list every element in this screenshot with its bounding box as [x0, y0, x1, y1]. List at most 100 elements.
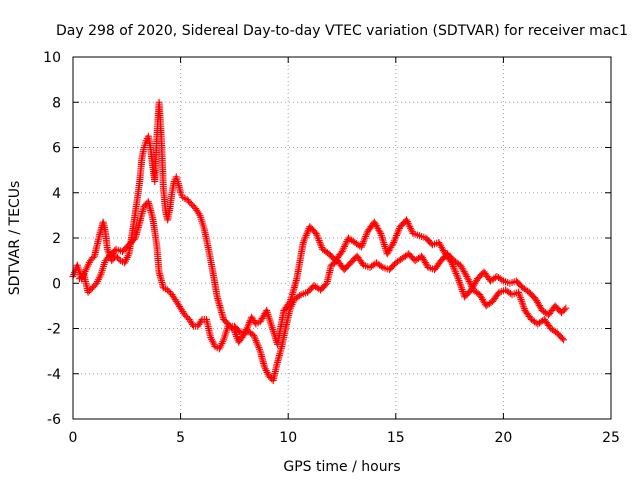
x-tick-label: 0 — [69, 430, 78, 446]
interpolated-point — [406, 223, 414, 231]
interpolated-point — [558, 334, 566, 342]
interpolated-point — [301, 235, 309, 243]
interpolated-point — [450, 264, 458, 272]
interpolated-point — [314, 235, 322, 243]
x-tick-label: 15 — [387, 430, 405, 446]
interpolated-point — [342, 239, 350, 247]
interpolated-point — [255, 344, 263, 352]
x-tick-label: 5 — [176, 430, 185, 446]
interpolated-point — [362, 232, 370, 240]
tick-labels: 0 5 10 15 20 25 -6 -4 -2 0 2 4 6 8 10 — [43, 50, 620, 446]
interpolated-point — [468, 283, 476, 291]
interpolated-point — [195, 210, 203, 218]
interpolated-point — [467, 281, 475, 289]
x-axis-label: GPS time / hours — [283, 459, 400, 475]
data-point — [299, 239, 307, 247]
interpolated-point — [316, 240, 324, 248]
interpolated-point — [389, 240, 397, 248]
interpolated-point — [393, 230, 401, 238]
interpolated-point — [395, 226, 403, 234]
interpolated-point — [391, 235, 399, 243]
interpolated-point — [313, 231, 321, 239]
data-point — [403, 216, 411, 224]
grid-lines — [73, 57, 611, 419]
interpolated-point — [449, 262, 457, 270]
interpolated-point — [407, 224, 415, 232]
interpolated-point — [251, 335, 259, 343]
interpolated-point — [393, 231, 401, 239]
data-point — [357, 243, 365, 251]
interpolated-point — [394, 228, 402, 236]
interpolated-point — [498, 276, 506, 284]
interpolated-point — [340, 242, 348, 250]
interpolated-point — [377, 262, 385, 270]
interpolated-point — [453, 273, 461, 281]
interpolated-point — [392, 233, 400, 241]
y-tick-label: -2 — [47, 322, 61, 338]
interpolated-point — [360, 236, 368, 244]
interpolated-point — [453, 271, 461, 279]
data-point — [338, 248, 346, 256]
interpolated-point — [560, 306, 568, 314]
interpolated-point — [251, 318, 259, 326]
interpolated-point — [451, 268, 459, 276]
interpolated-point — [254, 342, 262, 350]
y-tick-label: 0 — [52, 276, 61, 292]
interpolated-point — [245, 320, 253, 328]
x-tick-label: 10 — [279, 430, 297, 446]
interpolated-point — [466, 279, 474, 287]
interpolated-point — [315, 237, 323, 245]
chart-title: Day 298 of 2020, Sidereal Day-to-day VTE… — [56, 23, 628, 39]
y-tick-label: 8 — [52, 95, 61, 111]
data-point — [463, 272, 471, 280]
data-point — [560, 336, 568, 344]
interpolated-point — [390, 237, 398, 245]
interpolated-point — [464, 276, 472, 284]
y-tick-label: 4 — [52, 186, 61, 202]
y-tick-label: 6 — [52, 141, 61, 157]
x-tick-label: 20 — [494, 430, 512, 446]
interpolated-point — [451, 266, 459, 274]
x-tick-label: 25 — [602, 430, 620, 446]
interpolated-point — [256, 345, 264, 353]
data-point — [562, 304, 570, 312]
y-tick-label: -6 — [47, 412, 61, 428]
interpolated-point — [404, 219, 412, 227]
interpolated-point — [407, 226, 415, 234]
data-point — [390, 239, 398, 247]
series-track-b — [75, 198, 568, 385]
interpolated-point — [244, 322, 252, 330]
interpolated-point — [403, 218, 411, 226]
interpolated-point — [360, 238, 368, 246]
interpolated-point — [115, 255, 123, 263]
interpolated-point — [304, 228, 312, 236]
interpolated-point — [130, 235, 138, 243]
interpolated-point — [341, 241, 349, 249]
interpolated-point — [302, 231, 310, 239]
interpolated-point — [358, 241, 366, 249]
interpolated-point — [252, 337, 260, 345]
data-point — [312, 229, 320, 237]
y-axis-label: SDTVAR / TECUs — [7, 181, 23, 296]
interpolated-point — [303, 230, 311, 238]
interpolated-point — [300, 237, 308, 245]
data-markers — [69, 98, 570, 385]
interpolated-point — [405, 221, 413, 229]
interpolated-point — [253, 340, 261, 348]
y-tick-label: 10 — [43, 50, 61, 66]
interpolated-point — [362, 231, 370, 239]
interpolated-point — [465, 278, 473, 286]
axis-ticks — [72, 56, 612, 420]
interpolated-point — [376, 228, 384, 236]
interpolated-point — [301, 233, 309, 241]
interpolated-point — [452, 269, 460, 277]
interpolated-point — [462, 271, 470, 279]
interpolated-point — [314, 233, 322, 241]
y-tick-label: -4 — [47, 367, 61, 383]
interpolated-point — [316, 238, 324, 246]
interpolated-point — [317, 242, 325, 250]
interpolated-point — [361, 234, 369, 242]
interpolated-point — [339, 246, 347, 254]
y-tick-label: 2 — [52, 231, 61, 247]
